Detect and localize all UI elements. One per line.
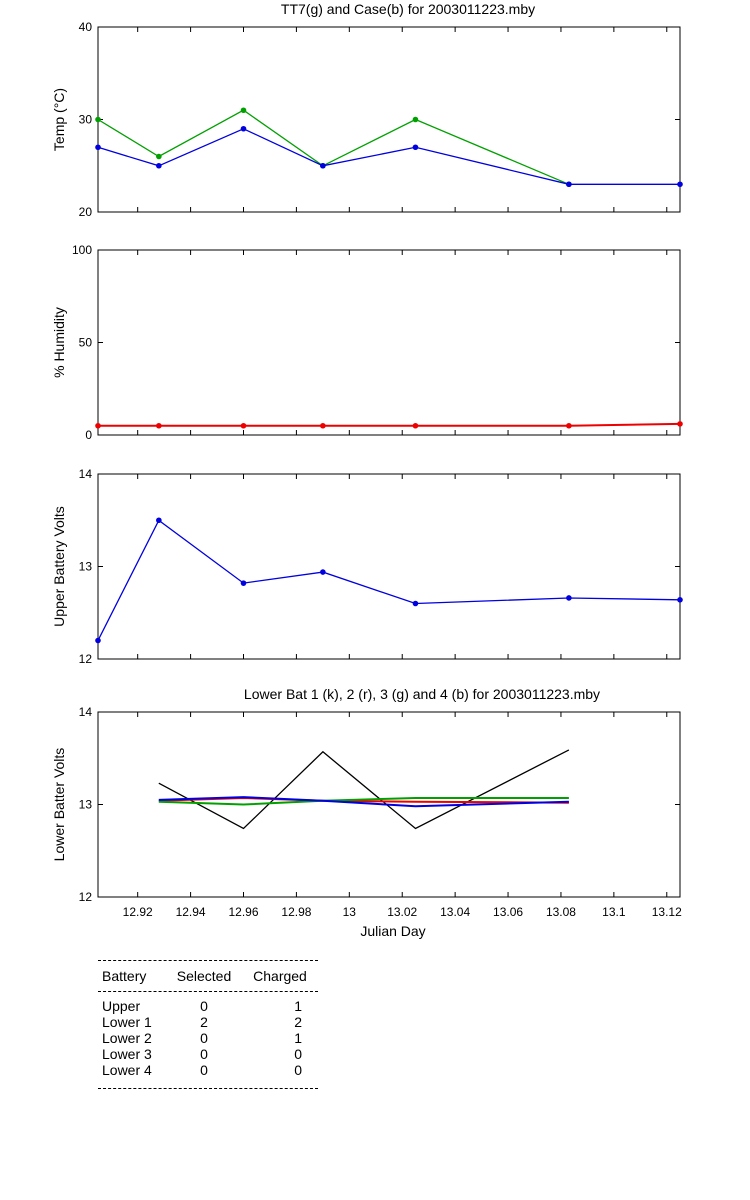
- data-point: [566, 595, 572, 601]
- header-selected: Selected: [176, 968, 232, 984]
- data-point: [566, 422, 572, 429]
- data-point: [412, 600, 419, 607]
- series-line: [98, 422, 681, 427]
- x-tick-label: 13.12: [652, 905, 682, 919]
- y-axis-label: Temp (°C): [51, 88, 67, 151]
- x-tick-label: 12.96: [228, 905, 258, 919]
- plot-frame: [97, 249, 681, 436]
- y-tick-label: 13: [79, 798, 93, 812]
- data-point: [412, 422, 419, 429]
- y-tick-label: 14: [79, 705, 93, 719]
- table-bottom-rule: [98, 1088, 318, 1089]
- y-axis-label: Upper Battery Volts: [51, 506, 67, 627]
- series-line: [158, 749, 570, 830]
- table-row: Lower 4 0 0: [98, 1062, 318, 1078]
- data-point: [412, 144, 419, 151]
- plot-frame: [97, 473, 681, 660]
- cell-charged: 0: [294, 1046, 302, 1062]
- cell-selected: 2: [200, 1014, 208, 1030]
- x-tick-label: 13.06: [493, 905, 523, 919]
- battery-summary-table: Battery Selected Charged Upper 0 1 Lower…: [98, 960, 318, 1089]
- plot-title: TT7(g) and Case(b) for 2003011223.mby: [281, 1, 535, 17]
- x-axis-label: Julian Day: [360, 923, 425, 939]
- cell-selected: 0: [200, 1046, 208, 1062]
- data-point: [566, 181, 572, 188]
- table-header-row: Battery Selected Charged: [98, 961, 318, 991]
- table-row: Lower 2 0 1: [98, 1030, 318, 1046]
- cell-battery: Lower 3: [102, 1046, 152, 1062]
- chart-figure: 20 30 40 Temp (°C) TT7(g) and Case(b) for 20…: [51, 1, 683, 939]
- data-point: [320, 422, 326, 429]
- cell-battery: Lower 4: [102, 1062, 152, 1078]
- y-tick-label: 12: [79, 890, 93, 904]
- cell-selected: 0: [200, 1062, 208, 1078]
- data-point: [240, 580, 247, 586]
- cell-battery: Lower 2: [102, 1030, 152, 1046]
- x-tick-label: 13.02: [387, 905, 417, 919]
- cell-battery: Upper: [102, 998, 141, 1014]
- data-point: [320, 569, 326, 575]
- y-tick-label: 13: [79, 560, 93, 574]
- table-row: Lower 3 0 0: [98, 1046, 318, 1062]
- table-header-rule: [98, 991, 318, 992]
- series-line: [97, 128, 680, 185]
- y-tick-label: 20: [79, 205, 93, 219]
- data-point: [412, 116, 419, 123]
- data-point: [95, 116, 101, 123]
- data-point: [95, 144, 101, 151]
- table-row: Upper 0 1: [98, 998, 318, 1014]
- series-line: [97, 109, 570, 185]
- data-point: [677, 421, 683, 427]
- series-line: [97, 519, 681, 641]
- cell-charged: 2: [294, 1014, 302, 1030]
- y-axis-label: Lower Batter Volts: [51, 748, 67, 862]
- series-line: [158, 796, 569, 808]
- data-point: [677, 181, 683, 188]
- plot-title: Lower Bat 1 (k), 2 (r), 3 (g) and 4 (b) …: [244, 686, 600, 702]
- header-charged: Charged: [253, 968, 307, 984]
- data-point: [677, 597, 683, 603]
- x-tick-label: 13.08: [546, 905, 576, 919]
- data-point: [240, 107, 247, 114]
- cell-charged: 1: [294, 1030, 302, 1046]
- y-tick-label: 30: [79, 113, 93, 127]
- table-top-rule: [98, 960, 318, 961]
- data-point: [156, 517, 162, 524]
- cell-battery: Lower 1: [102, 1014, 152, 1030]
- cell-selected: 0: [200, 1030, 208, 1046]
- data-point: [95, 637, 101, 644]
- x-tick-label: 13.1: [602, 905, 626, 919]
- y-tick-label: 100: [72, 243, 92, 257]
- table-body: Upper 0 1 Lower 1 2 2 Lower 2 0 1 Lower …: [98, 992, 318, 1088]
- x-tick-label: 12.92: [123, 905, 153, 919]
- cell-charged: 0: [294, 1062, 302, 1078]
- y-tick-label: 12: [79, 652, 93, 666]
- cell-charged: 1: [294, 998, 302, 1014]
- data-point: [320, 162, 326, 169]
- y-axis-label: % Humidity: [51, 307, 67, 378]
- x-tick-label: 12.94: [176, 905, 206, 919]
- x-tick-label: 13.04: [440, 905, 470, 919]
- x-tick-label: 13: [343, 905, 357, 919]
- data-point: [156, 422, 162, 429]
- cell-selected: 0: [200, 998, 208, 1014]
- y-tick-label: 14: [79, 467, 93, 481]
- table-row: Lower 1 2 2: [98, 1014, 318, 1030]
- data-point: [156, 162, 162, 169]
- x-tick-label: 12.98: [281, 905, 311, 919]
- data-point: [240, 422, 247, 429]
- data-point: [240, 125, 247, 132]
- data-point: [156, 153, 162, 160]
- header-battery: Battery: [102, 968, 147, 984]
- y-tick-label: 0: [85, 428, 92, 442]
- y-tick-label: 50: [79, 336, 93, 350]
- y-tick-label: 40: [79, 20, 93, 34]
- data-point: [95, 422, 101, 429]
